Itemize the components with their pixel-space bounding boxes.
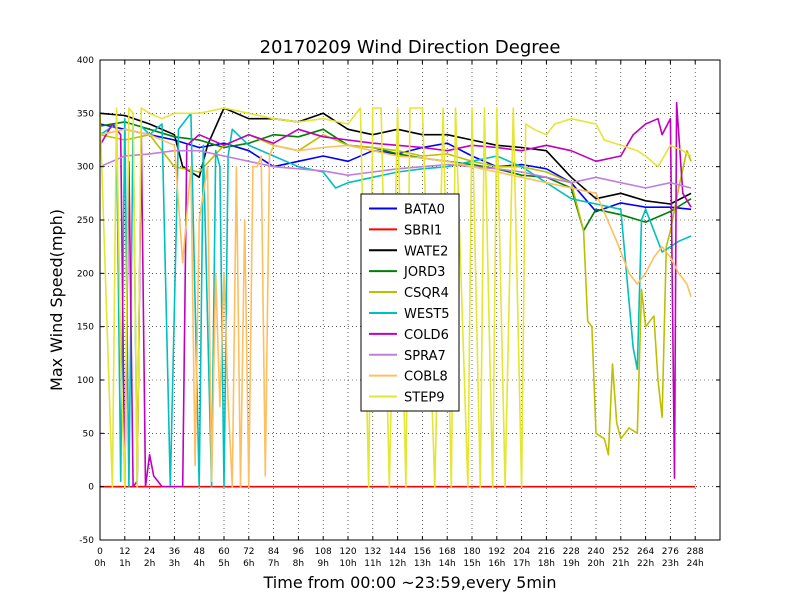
x-tick-hour-label: 18h <box>538 559 555 569</box>
legend-label-cobl8: COBL8 <box>404 370 448 385</box>
x-tick-hour-label: 15h <box>463 559 480 569</box>
y-tick-label: 100 <box>77 376 94 386</box>
x-tick-label: 288 <box>687 547 704 557</box>
series-lines <box>99 101 696 488</box>
x-tick-hour-label: 4h <box>193 559 204 569</box>
x-tick-label: 36 <box>169 547 181 557</box>
x-tick-label: 144 <box>389 547 406 557</box>
axis-ticks: 0 0h 12 1h 24 2h 36 3h 48 4h 60 5h 72 6h 84 7h 96 8h 108 9h… <box>77 56 720 569</box>
x-tick-label: 180 <box>463 547 480 557</box>
legend-label-jord3: JORD3 <box>403 265 445 280</box>
legend-label-bata0: BATA0 <box>404 202 445 217</box>
y-tick-label: 350 <box>77 109 94 119</box>
series-line-cold6 <box>99 101 692 488</box>
x-tick-hour-label: 10h <box>339 559 356 569</box>
legend-label-west5: WEST5 <box>404 307 450 322</box>
x-tick-label: 264 <box>637 547 654 557</box>
x-tick-hour-label: 3h <box>169 559 180 569</box>
y-tick-label: -50 <box>79 536 94 546</box>
x-tick-hour-label: 19h <box>563 559 580 569</box>
x-tick-hour-label: 11h <box>364 559 381 569</box>
y-axis-label: Max Wind Speed(mph) <box>47 209 66 391</box>
y-tick-label: 0 <box>88 483 94 493</box>
x-tick-label: 132 <box>364 547 381 557</box>
x-tick-hour-label: 14h <box>439 559 456 569</box>
x-tick-hour-label: 21h <box>612 559 629 569</box>
x-tick-hour-label: 2h <box>144 559 155 569</box>
y-tick-label: 300 <box>77 163 94 173</box>
x-tick-label: 12 <box>119 547 130 557</box>
x-tick-hour-label: 6h <box>243 559 254 569</box>
legend: BATA0 SBRI1 WATE2 JORD3 CSQR4 WEST5 COLD6 SPRA7… <box>360 193 460 412</box>
x-tick-hour-label: 9h <box>317 559 328 569</box>
x-tick-hour-label: 8h <box>293 559 304 569</box>
x-tick-hour-label: 5h <box>218 559 229 569</box>
x-tick-hour-label: 16h <box>488 559 505 569</box>
x-tick-label: 216 <box>538 547 555 557</box>
x-tick-hour-label: 1h <box>119 559 130 569</box>
x-tick-hour-label: 20h <box>587 559 604 569</box>
y-tick-label: 50 <box>83 429 95 439</box>
x-tick-hour-label: 13h <box>414 559 431 569</box>
x-tick-label: 60 <box>218 547 230 557</box>
x-tick-hour-label: 23h <box>662 559 679 569</box>
legend-label-step9: STEP9 <box>404 391 445 406</box>
y-tick-label: 250 <box>77 216 94 226</box>
x-tick-label: 48 <box>193 547 205 557</box>
y-tick-label: 200 <box>77 269 94 279</box>
series-line-step9 <box>99 107 692 488</box>
x-tick-label: 156 <box>414 547 431 557</box>
x-tick-label: 0 <box>97 547 103 557</box>
chart-title: 20170209 Wind Direction Degree <box>260 37 561 58</box>
y-tick-label: 400 <box>77 56 94 66</box>
x-tick-label: 168 <box>439 547 456 557</box>
x-tick-hour-label: 0h <box>94 559 105 569</box>
x-tick-hour-label: 7h <box>268 559 279 569</box>
x-tick-label: 204 <box>513 547 530 557</box>
x-tick-label: 96 <box>293 547 305 557</box>
legend-label-csqr4: CSQR4 <box>404 286 449 301</box>
x-tick-label: 108 <box>315 547 332 557</box>
x-tick-label: 228 <box>563 547 580 557</box>
legend-label-sbri1: SBRI1 <box>404 223 442 238</box>
plot-frame <box>99 59 721 541</box>
legend-label-cold6: COLD6 <box>404 328 449 343</box>
x-tick-label: 24 <box>144 547 156 557</box>
x-tick-hour-label: 17h <box>513 559 530 569</box>
series-line-cobl8 <box>99 128 692 488</box>
x-tick-label: 192 <box>488 547 505 557</box>
series-line-west5 <box>99 112 692 488</box>
x-axis-label: Time from 00:00 ~23:59,every 5min <box>263 573 557 592</box>
x-tick-hour-label: 24h <box>687 559 704 569</box>
series-line-spra7 <box>99 149 692 189</box>
x-tick-label: 240 <box>587 547 604 557</box>
x-tick-label: 120 <box>339 547 356 557</box>
x-tick-label: 276 <box>662 547 679 557</box>
x-tick-hour-label: 12h <box>389 559 406 569</box>
x-tick-label: 72 <box>243 547 254 557</box>
legend-label-spra7: SPRA7 <box>404 349 446 364</box>
series-line-csqr4 <box>99 133 692 456</box>
x-tick-label: 84 <box>268 547 280 557</box>
legend-label-wate2: WATE2 <box>404 244 448 259</box>
y-tick-label: 150 <box>77 323 94 333</box>
x-tick-hour-label: 22h <box>637 559 654 569</box>
x-tick-label: 252 <box>612 547 629 557</box>
